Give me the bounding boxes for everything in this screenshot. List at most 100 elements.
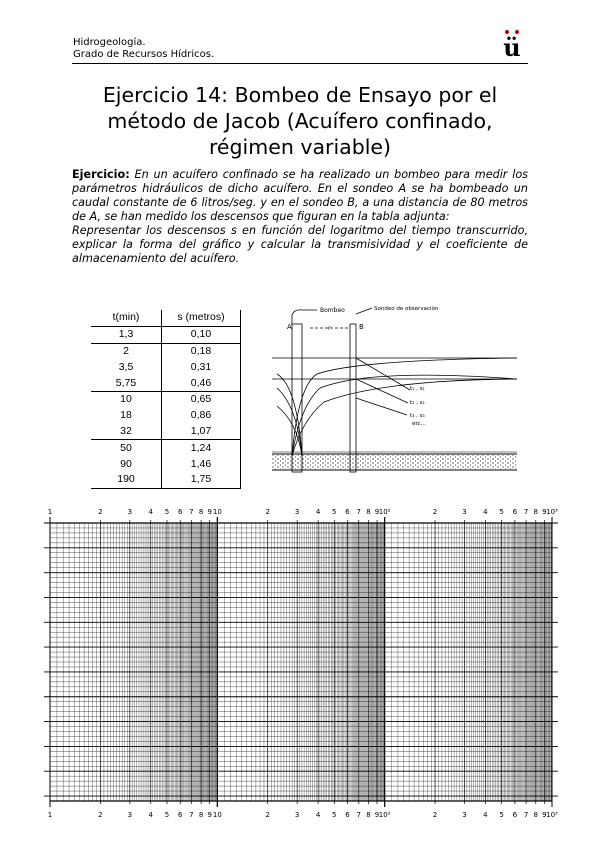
exercise-paragraph-2: Representar los descensos s en función d… — [72, 224, 528, 266]
axis-label-top: 6 — [513, 508, 518, 516]
axis-label-bottom: 2 — [98, 811, 102, 819]
axis-label-bottom: 8 — [534, 811, 538, 819]
document-header: Hidrogeología. Grado de Recursos Hídrico… — [73, 37, 214, 61]
axis-label-bottom: 8 — [366, 811, 370, 819]
exercise-label: Ejercicio: — [72, 168, 130, 181]
axis-label-bottom: 9 — [207, 811, 211, 819]
university-logo: ü — [500, 30, 524, 60]
diagram-label-etc: etc... — [412, 421, 426, 427]
axis-label-bottom: 2 — [433, 811, 437, 819]
axis-label-bottom: 2 — [265, 811, 269, 819]
cell-time: 5,75 — [91, 375, 162, 392]
axis-label-bottom: 9 — [542, 811, 546, 819]
axis-label-top: 8 — [534, 508, 538, 516]
axis-label-bottom: 7 — [189, 811, 193, 819]
axis-label-top: 3 — [295, 508, 299, 516]
axis-label-bottom: 9 — [375, 811, 379, 819]
axis-label-top: 5 — [499, 508, 503, 516]
axis-label-top: 4 — [149, 508, 154, 516]
header-divider — [72, 63, 528, 64]
leader-3 — [355, 397, 408, 416]
diagram-label-t2: t₂ , s₂ — [410, 400, 425, 406]
drawdown-curve-2 — [291, 374, 518, 457]
drawdown-curve-3 — [291, 378, 518, 457]
diagram-label-obs: Sondeo de observación — [374, 305, 439, 312]
cell-drawdown: 0,46 — [161, 375, 241, 392]
axis-label-bottom: 4 — [483, 811, 488, 819]
axis-label-top: 4 — [483, 508, 488, 516]
header-degree: Grado de Recursos Hídricos. — [73, 49, 215, 60]
column-header-time: t(min) — [91, 310, 162, 327]
cell-time: 1,3 — [91, 326, 162, 344]
axis-label-bottom: 10 — [213, 811, 222, 819]
axis-label-top: 5 — [332, 508, 336, 516]
table-row: 18 0,86 — [91, 407, 241, 424]
diagram-label-t1: t₁ , s₁ — [410, 386, 425, 392]
axis-label-bottom: 6 — [178, 811, 183, 819]
cell-drawdown: 1,75 — [161, 471, 241, 489]
cell-drawdown: 0,86 — [161, 407, 241, 424]
cell-drawdown: 0,31 — [161, 359, 241, 376]
axis-label-bottom: 1 — [48, 811, 52, 819]
diagram-label-r: r — [328, 325, 331, 332]
header-subject: Hidrogeología. — [73, 37, 146, 48]
well-b — [349, 323, 357, 473]
drawdown-curve-left-3 — [276, 405, 303, 457]
page-title: Ejercicio 14: Bombeo de Ensayo por el mé… — [60, 82, 540, 160]
diagram-label-t3: t₃ , s₃ — [410, 413, 425, 419]
cell-drawdown: 0,10 — [161, 326, 241, 344]
axis-label-top: 2 — [265, 508, 269, 516]
axis-label-top: 9 — [542, 508, 546, 516]
table-row: 90 1,46 — [91, 456, 241, 472]
axis-label-bottom: 5 — [165, 811, 169, 819]
cell-time: 32 — [91, 423, 162, 440]
logo-dots-icon — [503, 30, 521, 36]
axis-label-bottom: 3 — [128, 811, 132, 819]
axis-label-top: 7 — [189, 508, 193, 516]
axis-label-top: 10 — [213, 508, 222, 516]
axis-label-bottom: 3 — [295, 811, 299, 819]
axis-label-top: 1 — [48, 508, 52, 516]
axis-label-top: 8 — [366, 508, 370, 516]
table-row: 1,3 0,10 — [91, 326, 241, 344]
table-header-row: t(min) s (metros) — [91, 310, 241, 327]
cell-time: 18 — [91, 407, 162, 424]
exercise-text-1: En un acuífero confinado se ha realizado… — [72, 168, 528, 223]
title-line-2: método de Jacob (Acuífero confinado, — [107, 109, 493, 133]
axis-label-bottom: 4 — [316, 811, 321, 819]
cell-time: 190 — [91, 471, 162, 489]
table-body: 1,3 0,10 2 0,18 3,5 0,31 5,75 0,46 10 0,65 18 0,86 3… — [91, 326, 241, 489]
exercise-paragraph-1: Ejercicio: En un acuífero confinado se h… — [72, 168, 528, 224]
drawdown-curve-left-2 — [276, 387, 303, 457]
title-line-3: régimen variable) — [208, 135, 392, 159]
axis-label-bottom: 6 — [345, 811, 350, 819]
axis-label-top: 7 — [524, 508, 528, 516]
diagram-label-b: B — [359, 323, 364, 331]
axis-label-bottom: 8 — [199, 811, 203, 819]
axis-label-top: 6 — [178, 508, 183, 516]
axis-label-top: 9 — [207, 508, 211, 516]
axis-label-top: 8 — [199, 508, 203, 516]
axis-label-top: 6 — [345, 508, 350, 516]
leader-1 — [355, 357, 411, 391]
cell-drawdown: 1,24 — [161, 439, 241, 457]
axis-label-bottom: 5 — [499, 811, 503, 819]
axis-label-top: 2 — [433, 508, 437, 516]
bombeo-arrow-line — [291, 309, 317, 316]
drawdown-table: t(min) s (metros) 1,3 0,10 2 0,18 3,5 0,31 5,7… — [91, 310, 241, 489]
axis-label-top: 3 — [462, 508, 466, 516]
cell-drawdown: 0,18 — [161, 342, 241, 360]
column-header-drawdown: s (metros) — [161, 310, 241, 327]
table-row: 10 0,65 — [91, 390, 241, 408]
table-row: 5,75 0,46 — [91, 375, 241, 392]
axis-label-top: 4 — [316, 508, 321, 516]
axis-label-bottom: 6 — [513, 811, 518, 819]
table-row: 190 1,75 — [91, 471, 241, 489]
axis-label-top: 9 — [375, 508, 379, 516]
axis-label-bottom: 5 — [332, 811, 336, 819]
cell-drawdown: 0,65 — [161, 390, 241, 408]
drawdown-curve-left-1 — [276, 373, 303, 457]
obs-leader — [355, 307, 373, 315]
axis-label-top: 10³ — [546, 508, 558, 516]
diagram-label-bombeo: Bombeo — [320, 307, 345, 314]
